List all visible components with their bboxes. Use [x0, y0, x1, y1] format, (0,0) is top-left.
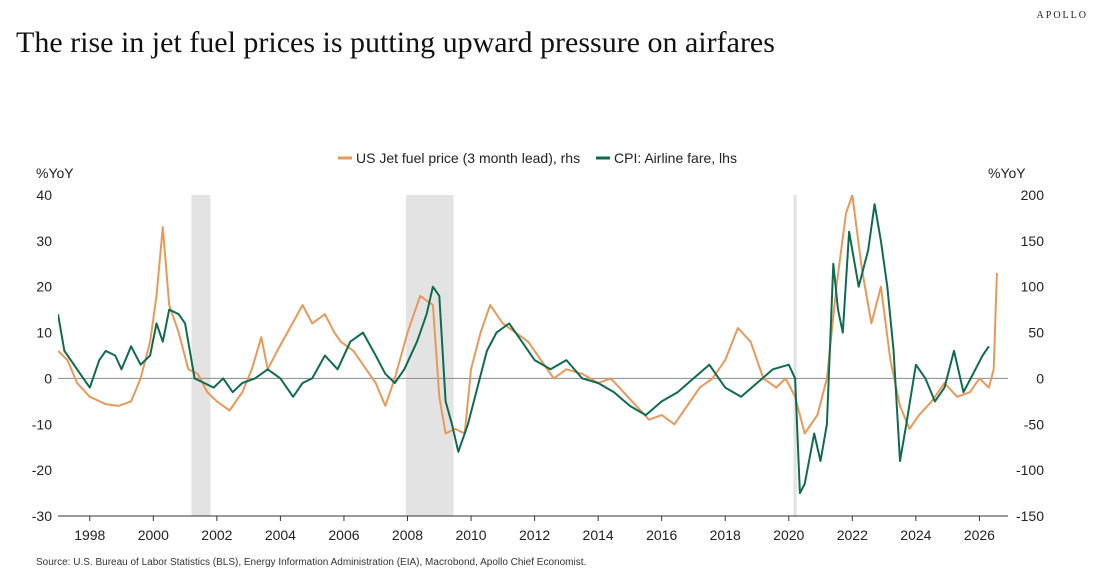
left-tick-label: 40 — [36, 187, 52, 203]
left-tick-label: -10 — [32, 416, 52, 432]
left-tick-label: 20 — [36, 279, 52, 295]
legend-entry: US Jet fuel price (3 month lead), rhs — [356, 150, 580, 166]
x-tick-label: 2020 — [773, 527, 804, 543]
x-tick-label: 2022 — [837, 527, 868, 543]
left-tick-label: -20 — [32, 462, 52, 478]
x-tick-label: 2024 — [900, 527, 931, 543]
legend-entry: CPI: Airline fare, lhs — [614, 150, 737, 166]
right-axis-label: %YoY — [988, 165, 1026, 181]
brand-logo: APOLLO — [1036, 10, 1088, 21]
x-tick-label: 2006 — [328, 527, 359, 543]
x-tick-label: 2002 — [201, 527, 232, 543]
series-line-airline-fare — [58, 203, 990, 495]
source-note: Source: U.S. Bureau of Labor Statistics … — [36, 557, 587, 568]
recession-band — [191, 195, 211, 516]
right-tick-label: 0 — [1036, 370, 1044, 386]
x-tick-label: 2016 — [646, 527, 677, 543]
x-tick-label: 2004 — [265, 527, 296, 543]
right-tick-label: -150 — [1016, 508, 1044, 524]
left-axis-label: %YoY — [36, 165, 74, 181]
left-tick-label: 0 — [44, 370, 52, 386]
right-tick-label: -50 — [1024, 416, 1044, 432]
series-line-jet-fuel — [58, 195, 998, 435]
x-tick-label: 2014 — [583, 527, 614, 543]
right-tick-label: 150 — [1021, 233, 1045, 249]
x-tick-label: 2010 — [455, 527, 486, 543]
recession-band — [793, 195, 797, 516]
right-tick-label: 200 — [1021, 187, 1045, 203]
x-tick-label: 2026 — [964, 527, 995, 543]
left-tick-label: -30 — [32, 508, 52, 524]
right-tick-label: 100 — [1021, 279, 1045, 295]
x-tick-label: 2000 — [138, 527, 169, 543]
x-tick-label: 2012 — [519, 527, 550, 543]
left-tick-label: 30 — [36, 233, 52, 249]
x-tick-label: 2008 — [392, 527, 423, 543]
recession-band — [405, 195, 454, 516]
right-tick-label: 50 — [1028, 325, 1044, 341]
left-tick-label: 10 — [36, 325, 52, 341]
page-title: The rise in jet fuel prices is putting u… — [16, 26, 775, 59]
x-tick-label: 1998 — [74, 527, 105, 543]
right-tick-label: -100 — [1016, 462, 1044, 478]
x-tick-label: 2018 — [710, 527, 741, 543]
